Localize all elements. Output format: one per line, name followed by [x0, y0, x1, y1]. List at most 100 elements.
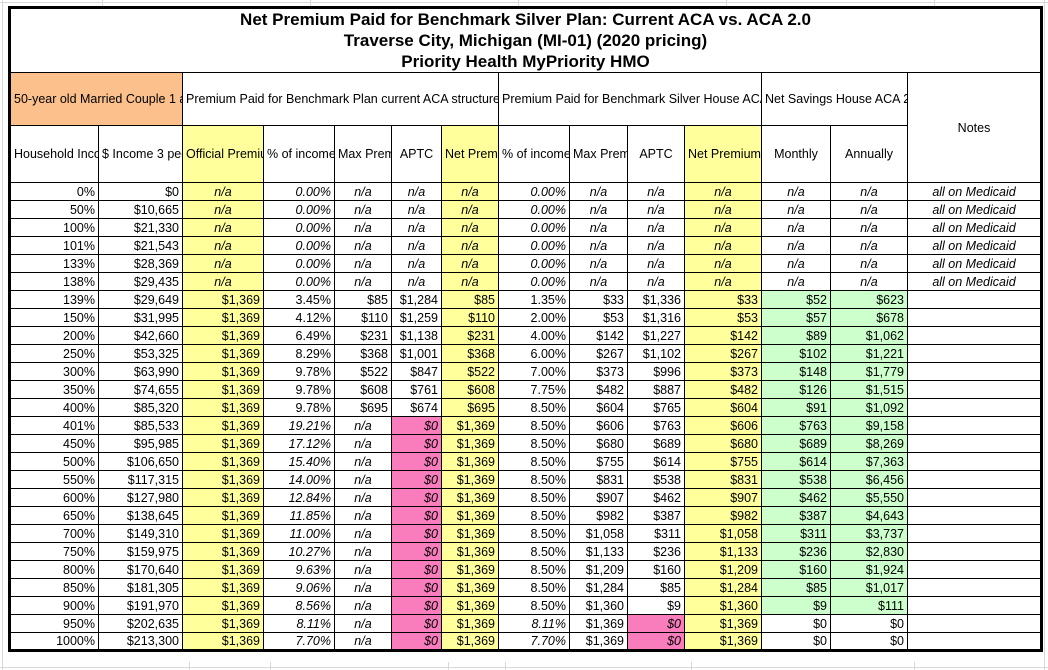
data-cell[interactable]: 12.84% [263, 488, 335, 507]
col-header-official-premium[interactable]: Official Premium [182, 125, 264, 183]
col-header-aptc-aca2[interactable]: APTC [627, 125, 685, 183]
data-cell[interactable]: $1,369 [182, 344, 264, 363]
data-cell[interactable]: $1,369 [182, 326, 264, 345]
data-cell[interactable]: 133% [9, 254, 99, 273]
data-cell[interactable]: $0 [627, 632, 685, 651]
data-cell[interactable]: n/a [830, 200, 908, 219]
data-cell[interactable]: $1,369 [182, 506, 264, 525]
data-cell[interactable]: $1,336 [627, 290, 685, 309]
data-cell[interactable]: $0 [391, 632, 442, 651]
data-cell[interactable]: $1,092 [830, 398, 908, 417]
data-cell[interactable]: n/a [441, 218, 499, 237]
data-cell[interactable]: $695 [441, 398, 499, 417]
data-cell[interactable]: n/a [334, 560, 392, 579]
data-cell[interactable]: $1,369 [441, 488, 499, 507]
data-cell[interactable]: $10,665 [98, 200, 183, 219]
data-cell[interactable]: 9.78% [263, 398, 335, 417]
data-cell[interactable]: $57 [761, 308, 831, 327]
data-cell[interactable]: $1,209 [684, 560, 762, 579]
data-cell[interactable]: n/a [830, 182, 908, 201]
data-cell[interactable]: $689 [761, 434, 831, 453]
data-cell[interactable]: n/a [761, 272, 831, 291]
notes-cell[interactable] [906, 542, 1043, 561]
data-cell[interactable]: 10.27% [263, 542, 335, 561]
data-cell[interactable]: n/a [441, 182, 499, 201]
data-cell[interactable]: $1,924 [830, 560, 908, 579]
data-cell[interactable]: $267 [569, 344, 628, 363]
data-cell[interactable]: 7.70% [263, 632, 335, 651]
data-cell[interactable]: 8.50% [498, 506, 570, 525]
data-cell[interactable]: $1,284 [391, 290, 442, 309]
data-cell[interactable]: $1,369 [441, 542, 499, 561]
data-cell[interactable]: $623 [830, 290, 908, 309]
data-cell[interactable]: 0.00% [263, 182, 335, 201]
data-cell[interactable]: $606 [684, 416, 762, 435]
data-cell[interactable]: $674 [391, 398, 442, 417]
data-cell[interactable]: $33 [569, 290, 628, 309]
data-cell[interactable]: n/a [761, 236, 831, 255]
data-cell[interactable]: n/a [684, 236, 762, 255]
data-cell[interactable]: n/a [569, 236, 628, 255]
data-cell[interactable]: n/a [334, 506, 392, 525]
data-cell[interactable]: 8.11% [498, 614, 570, 633]
data-cell[interactable]: $0 [627, 614, 685, 633]
data-cell[interactable]: $0 [391, 578, 442, 597]
data-cell[interactable]: 0.00% [498, 254, 570, 273]
data-cell[interactable]: n/a [334, 542, 392, 561]
data-cell[interactable]: $1,369 [441, 434, 499, 453]
col-header-savings-monthly[interactable]: Monthly [761, 125, 831, 183]
data-cell[interactable]: 1000% [9, 632, 99, 651]
data-cell[interactable]: 401% [9, 416, 99, 435]
data-cell[interactable]: $1,369 [182, 380, 264, 399]
data-cell[interactable]: $1,138 [391, 326, 442, 345]
data-cell[interactable]: $368 [441, 344, 499, 363]
data-cell[interactable]: 9.78% [263, 362, 335, 381]
data-cell[interactable]: $0 [391, 434, 442, 453]
data-cell[interactable]: 15.40% [263, 452, 335, 471]
data-cell[interactable]: 8.50% [498, 470, 570, 489]
data-cell[interactable]: 150% [9, 308, 99, 327]
data-cell[interactable]: 600% [9, 488, 99, 507]
data-cell[interactable]: n/a [627, 218, 685, 237]
data-cell[interactable]: n/a [684, 218, 762, 237]
data-cell[interactable]: $85 [334, 290, 392, 309]
data-cell[interactable]: $1,221 [830, 344, 908, 363]
data-cell[interactable]: $110 [441, 308, 499, 327]
data-cell[interactable]: 7.70% [498, 632, 570, 651]
data-cell[interactable]: 6.49% [263, 326, 335, 345]
notes-cell[interactable] [906, 614, 1043, 633]
data-cell[interactable]: $1,369 [182, 560, 264, 579]
data-cell[interactable]: n/a [684, 200, 762, 219]
data-cell[interactable]: $0 [391, 596, 442, 615]
data-cell[interactable]: $28,369 [98, 254, 183, 273]
data-cell[interactable]: 800% [9, 560, 99, 579]
data-cell[interactable]: $1,369 [182, 434, 264, 453]
data-cell[interactable]: $1,369 [182, 488, 264, 507]
data-cell[interactable]: $1,369 [441, 452, 499, 471]
data-cell[interactable]: $29,649 [98, 290, 183, 309]
notes-cell[interactable] [906, 524, 1043, 543]
data-cell[interactable]: 8.50% [498, 578, 570, 597]
notes-cell[interactable] [906, 596, 1043, 615]
col-header-net-prem-aca[interactable]: Net Prem [441, 125, 499, 183]
data-cell[interactable]: 250% [9, 344, 99, 363]
data-cell[interactable]: 750% [9, 542, 99, 561]
data-cell[interactable]: $996 [627, 362, 685, 381]
data-cell[interactable]: n/a [761, 218, 831, 237]
data-cell[interactable]: $53,325 [98, 344, 183, 363]
data-cell[interactable]: $982 [684, 506, 762, 525]
data-cell[interactable]: 0.00% [498, 200, 570, 219]
data-cell[interactable]: $1,058 [684, 524, 762, 543]
data-cell[interactable]: $678 [830, 308, 908, 327]
data-cell[interactable]: 8.29% [263, 344, 335, 363]
data-cell[interactable]: 11.85% [263, 506, 335, 525]
data-cell[interactable]: n/a [334, 254, 392, 273]
data-cell[interactable]: 0.00% [263, 200, 335, 219]
data-cell[interactable]: $202,635 [98, 614, 183, 633]
data-cell[interactable]: $85 [441, 290, 499, 309]
data-cell[interactable]: $1,369 [569, 614, 628, 633]
data-cell[interactable]: $482 [684, 380, 762, 399]
data-cell[interactable]: 50% [9, 200, 99, 219]
data-cell[interactable]: $191,970 [98, 596, 183, 615]
data-cell[interactable]: $538 [761, 470, 831, 489]
